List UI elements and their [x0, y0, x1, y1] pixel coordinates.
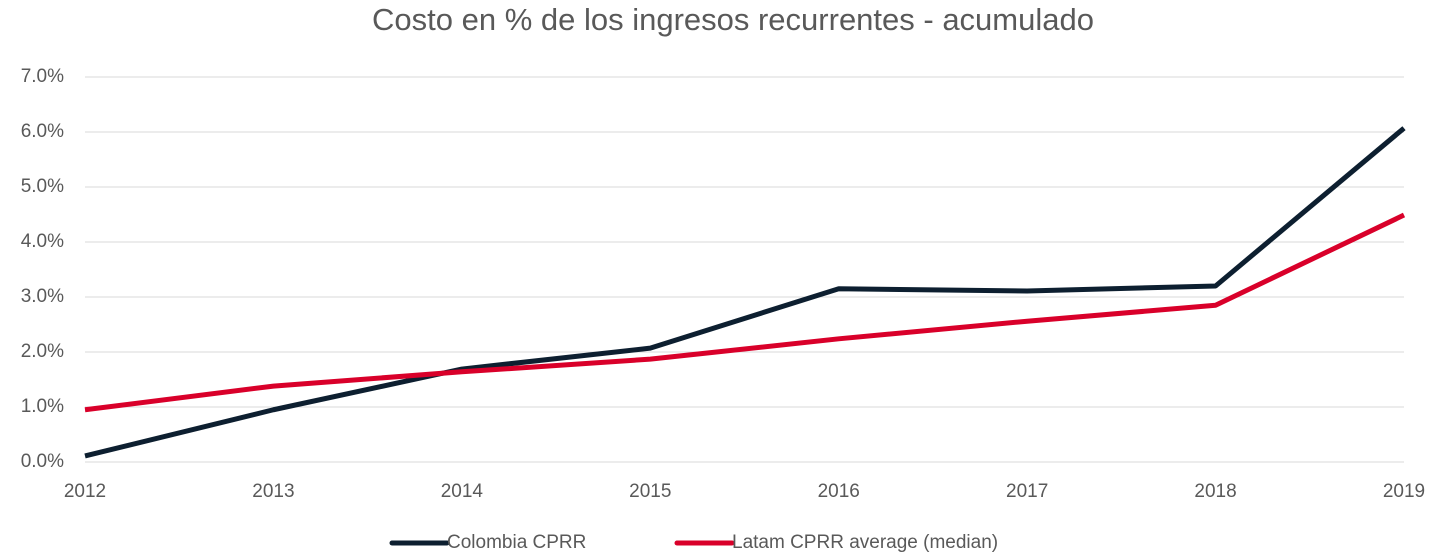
series-line [84, 212, 1406, 413]
x-tick-label: 2018 [1194, 481, 1236, 502]
y-tick-label: 5.0% [21, 176, 64, 197]
x-tick-label: 2016 [818, 481, 860, 502]
y-tick-label: 4.0% [21, 231, 64, 252]
y-tick-label: 1.0% [21, 396, 64, 417]
y-tick-label: 0.0% [21, 451, 64, 472]
x-tick-label: 2015 [629, 481, 671, 502]
y-tick-label: 3.0% [21, 286, 64, 307]
x-tick-label: 2019 [1383, 481, 1425, 502]
chart-title: Costo en % de los ingresos recurrentes -… [372, 2, 1094, 37]
x-tick-label: 2014 [441, 481, 484, 502]
x-tick-label: 2013 [252, 481, 294, 502]
x-tick-label: 2017 [1006, 481, 1048, 502]
x-tick-label: 2012 [64, 481, 106, 502]
legend-label: Latam CPRR average (median) [732, 532, 998, 553]
y-tick-label: 2.0% [21, 341, 64, 362]
y-tick-label: 6.0% [21, 121, 64, 142]
legend-label: Colombia CPRR [447, 532, 586, 553]
series-line [84, 126, 1406, 459]
y-tick-label: 7.0% [21, 66, 64, 87]
